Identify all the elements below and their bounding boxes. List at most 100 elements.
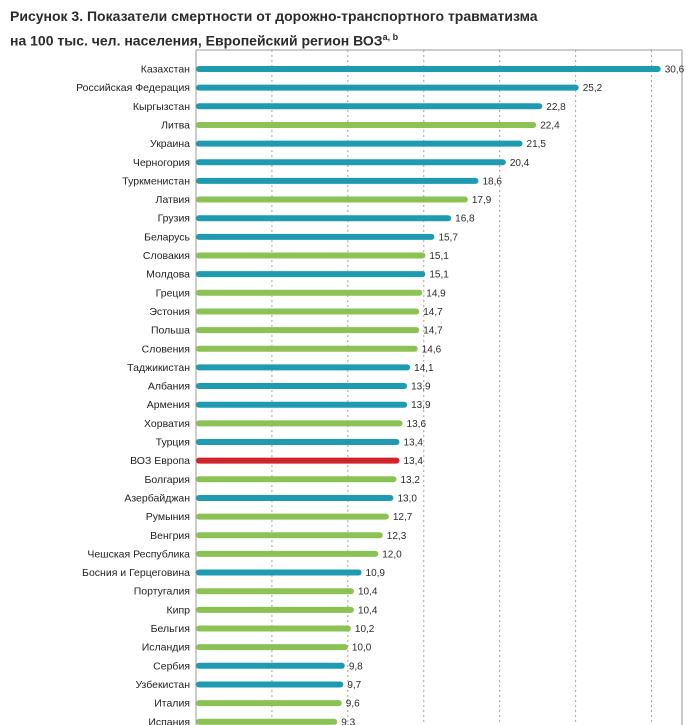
category-label: Молдова xyxy=(146,269,190,281)
value-label: 9,3 xyxy=(341,717,355,725)
category-label: Греция xyxy=(156,287,190,299)
title-line-1: Рисунок 3. Показатели смертности от доро… xyxy=(10,8,538,24)
value-label: 14,1 xyxy=(414,363,434,374)
value-label: 22,4 xyxy=(540,120,560,131)
value-label: 21,5 xyxy=(527,139,547,150)
category-label: Болгария xyxy=(145,474,190,486)
bar xyxy=(196,457,400,464)
category-label: Таджикистан xyxy=(127,362,190,374)
bar xyxy=(196,700,342,707)
value-label: 12,7 xyxy=(393,512,413,523)
bar xyxy=(196,569,362,576)
value-label: 17,9 xyxy=(472,195,492,206)
title-superscript: a, b xyxy=(382,32,399,42)
bar xyxy=(196,289,423,296)
value-label: 13,4 xyxy=(404,438,424,449)
bar xyxy=(196,494,394,501)
value-label: 12,0 xyxy=(382,549,402,560)
category-label: Венгрия xyxy=(150,530,190,542)
category-label: Словакия xyxy=(143,250,190,262)
category-label: Бельгия xyxy=(151,623,190,635)
value-label: 16,8 xyxy=(455,214,475,225)
category-label: Польша xyxy=(151,325,190,337)
value-label: 20,4 xyxy=(510,158,530,169)
value-label: 9,8 xyxy=(349,661,363,672)
bar xyxy=(196,140,523,147)
category-label: Сербия xyxy=(153,660,190,672)
bar xyxy=(196,383,408,390)
bar xyxy=(196,625,351,632)
value-label: 10,0 xyxy=(352,643,372,654)
bar xyxy=(196,606,354,613)
bar xyxy=(196,401,408,408)
category-label: Литва xyxy=(161,119,190,131)
bar xyxy=(196,420,403,427)
bar xyxy=(196,439,400,445)
bar xyxy=(196,159,506,166)
bar xyxy=(196,662,345,669)
bar xyxy=(196,103,543,110)
category-label: Португалия xyxy=(134,586,190,598)
category-label: Туркменистан xyxy=(122,175,190,187)
bar xyxy=(196,345,418,352)
category-label: Албания xyxy=(148,381,190,393)
category-label: Украина xyxy=(150,138,190,150)
bar xyxy=(196,532,383,539)
bar xyxy=(196,308,420,315)
title-line-2: на 100 тыс. чел. населения, Европейский … xyxy=(10,27,680,52)
bar xyxy=(196,550,379,557)
value-label: 9,7 xyxy=(347,680,361,691)
category-label: Босния и Герцеговина xyxy=(82,567,190,579)
value-label: 13,0 xyxy=(397,493,417,504)
value-label: 15,1 xyxy=(429,270,449,281)
value-label: 15,7 xyxy=(438,232,458,243)
bar xyxy=(196,66,661,72)
category-label: Узбекистан xyxy=(135,679,190,691)
category-label: Румыния xyxy=(146,511,190,523)
bar xyxy=(196,233,435,240)
value-label: 14,7 xyxy=(423,326,443,337)
category-label: Турция xyxy=(156,437,190,449)
value-label: 25,2 xyxy=(583,83,603,94)
bar xyxy=(196,121,537,128)
bar xyxy=(196,327,420,334)
value-label: 10,4 xyxy=(358,587,378,598)
bar xyxy=(196,196,468,203)
category-label: Латвия xyxy=(156,194,190,206)
category-label: Эстония xyxy=(149,306,190,318)
bar xyxy=(196,84,579,91)
value-label: 10,9 xyxy=(366,568,386,579)
category-label: Исландия xyxy=(142,642,190,654)
value-label: 13,9 xyxy=(411,400,431,411)
category-label: Беларусь xyxy=(144,231,190,243)
bar xyxy=(196,513,389,520)
value-label: 12,3 xyxy=(387,531,407,542)
value-label: 14,7 xyxy=(423,307,443,318)
value-label: 13,9 xyxy=(411,382,431,393)
value-label: 9,6 xyxy=(346,699,360,710)
category-label: Черногория xyxy=(133,157,190,169)
category-label: Испания xyxy=(148,716,190,725)
value-label: 15,1 xyxy=(429,251,449,262)
bar xyxy=(196,644,348,651)
value-label: 22,8 xyxy=(546,102,566,113)
category-label: Италия xyxy=(154,698,190,710)
bar xyxy=(196,364,411,371)
bar xyxy=(196,476,397,483)
chart-title: Рисунок 3. Показатели смертности от доро… xyxy=(10,6,680,52)
value-label: 14,6 xyxy=(422,344,442,355)
category-label: Хорватия xyxy=(144,418,190,430)
category-label: Кыргызстан xyxy=(133,101,190,113)
bar xyxy=(196,681,344,688)
bar xyxy=(196,215,452,222)
title-line-2-text: на 100 тыс. чел. населения, Европейский … xyxy=(10,32,383,49)
bar xyxy=(196,718,338,725)
value-label: 10,2 xyxy=(355,624,375,635)
bar xyxy=(196,252,426,259)
bar xyxy=(196,271,426,278)
value-label: 13,2 xyxy=(400,475,420,486)
bar xyxy=(196,177,479,184)
category-label: Грузия xyxy=(158,213,190,225)
value-label: 30,6 xyxy=(665,65,685,76)
